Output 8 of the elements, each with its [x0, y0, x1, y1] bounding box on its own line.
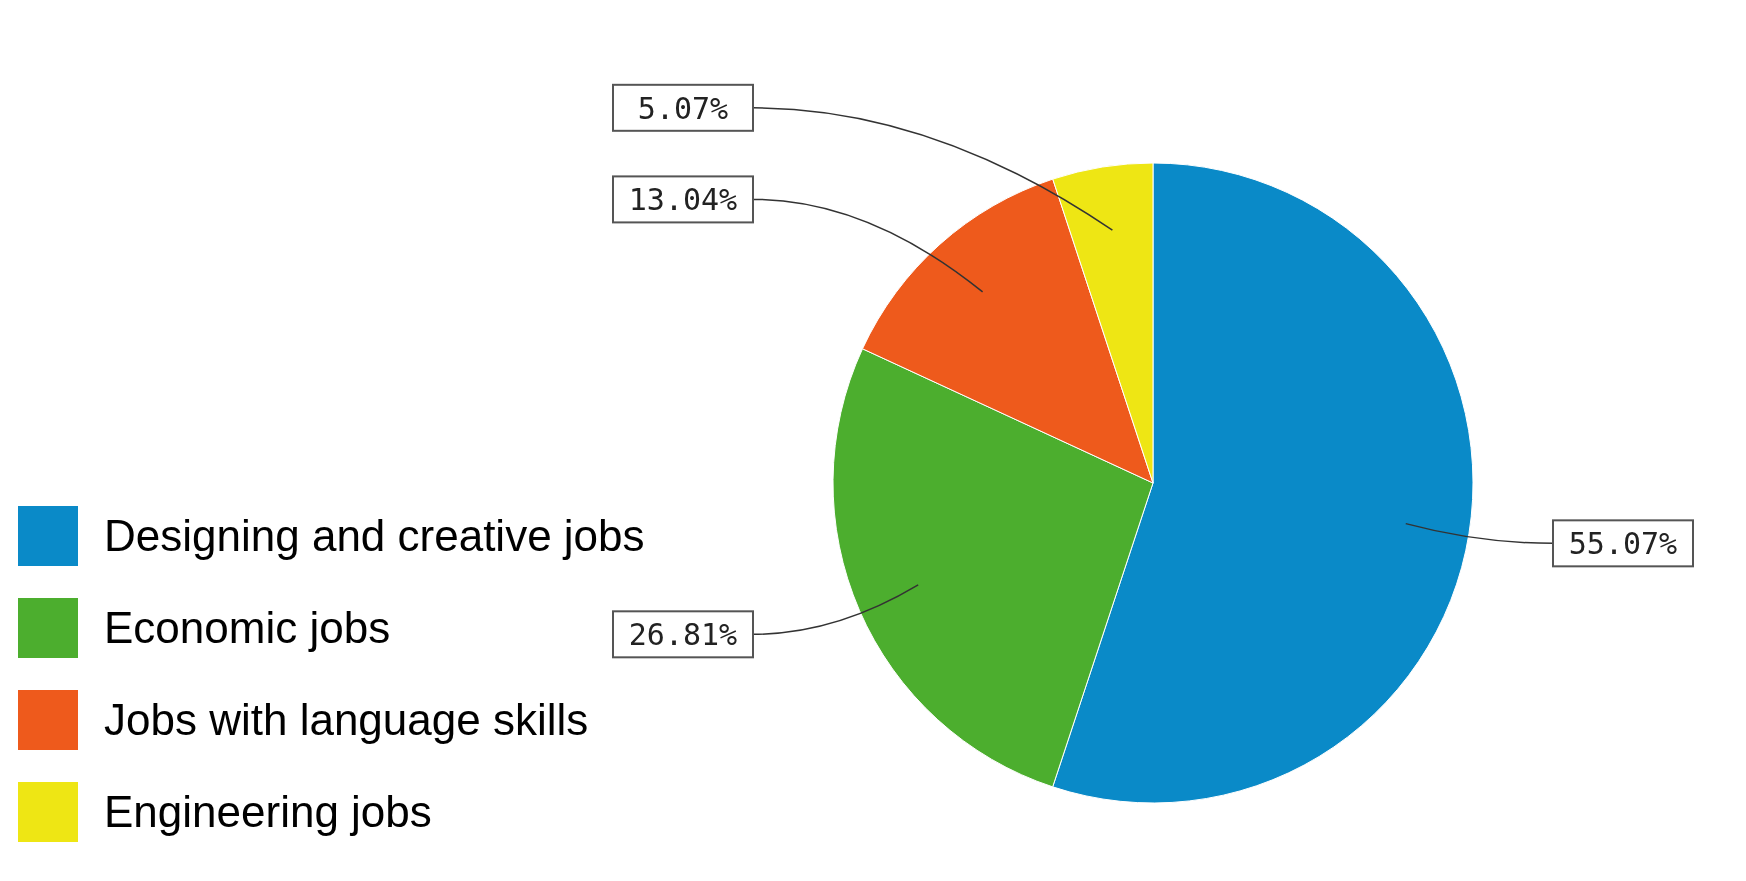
- data-label: 5.07%: [637, 90, 729, 126]
- legend-label: Economic jobs: [104, 603, 391, 653]
- data-label: 13.04%: [628, 182, 738, 218]
- legend-label: Jobs with language skills: [104, 695, 589, 745]
- data-label: 55.07%: [1568, 526, 1678, 562]
- legend-label: Engineering jobs: [104, 787, 432, 837]
- data-label: 26.81%: [628, 617, 738, 653]
- legend-label: Designing and creative jobs: [104, 511, 645, 561]
